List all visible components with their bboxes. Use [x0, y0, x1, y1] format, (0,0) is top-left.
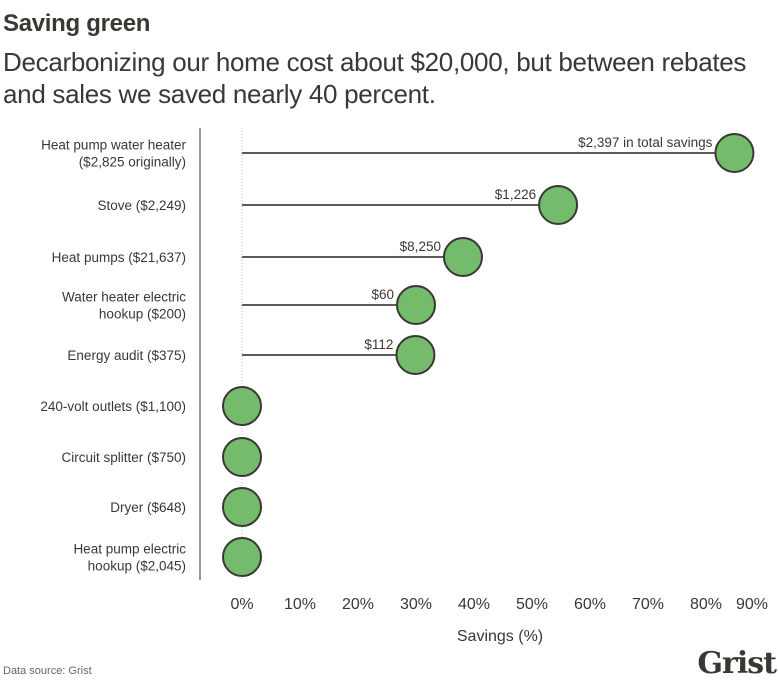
- chart-title: Saving green: [3, 10, 151, 37]
- x-tick-label: 90%: [736, 596, 768, 613]
- lollipop-dot: [395, 335, 436, 375]
- category-label-line: 240-volt outlets ($1,100): [40, 399, 186, 414]
- lollipop-dot: [222, 487, 262, 527]
- lollipop-dot: [714, 133, 755, 173]
- x-tick-label: 20%: [342, 596, 374, 613]
- x-tick-label: 80%: [690, 596, 722, 613]
- data-source: Data source: Grist: [3, 665, 92, 677]
- category-label: Water heater electric hookup ($200): [62, 290, 186, 322]
- x-axis-ticks: 0% 10% 20% 30% 40% 50% 60% 70% 80% 90%: [230, 596, 768, 613]
- grist-logo: Grist: [697, 646, 777, 681]
- category-label-line: Heat pump water heater: [41, 138, 186, 153]
- category-label-line: hookup ($2,045): [88, 559, 186, 574]
- data-label: $2,397 in total savings: [578, 135, 713, 150]
- category-label-line: Stove ($2,249): [97, 198, 186, 213]
- category-label-line: hookup ($200): [99, 307, 186, 322]
- x-tick-label: 50%: [516, 596, 548, 613]
- category-label-line: Heat pump electric: [73, 542, 186, 557]
- category-label-line: Water heater electric: [62, 290, 186, 305]
- category-label: Circuit splitter ($750): [61, 450, 186, 465]
- category-label: Heat pump water heater ($2,825 originally…: [41, 138, 186, 170]
- data-label: $112: [364, 337, 393, 352]
- category-label-line: Circuit splitter ($750): [61, 450, 186, 465]
- category-label-line: Heat pumps ($21,637): [52, 250, 186, 265]
- lollipop-dot: [538, 185, 579, 225]
- category-label-line: Energy audit ($375): [67, 348, 186, 363]
- data-label: $60: [371, 287, 394, 302]
- x-tick-label: 40%: [458, 596, 490, 613]
- x-tick-label: 70%: [632, 596, 664, 613]
- lollipop-dot: [222, 386, 262, 426]
- category-label-line: Dryer ($648): [110, 500, 186, 515]
- lollipop-dot: [442, 237, 483, 277]
- x-tick-label: 10%: [284, 596, 316, 613]
- category-label: Dryer ($648): [110, 500, 186, 515]
- category-label: 240-volt outlets ($1,100): [40, 399, 186, 414]
- x-tick-label: 60%: [574, 596, 606, 613]
- x-tick-label: 0%: [230, 596, 253, 613]
- category-label: Energy audit ($375): [67, 348, 186, 363]
- lollipop-dot: [396, 285, 436, 325]
- category-label: Stove ($2,249): [97, 198, 186, 213]
- x-tick-label: 30%: [400, 596, 432, 613]
- lollipop-dot: [222, 437, 262, 477]
- x-axis-label: Savings (%): [457, 628, 543, 645]
- category-label: Heat pumps ($21,637): [52, 250, 186, 265]
- data-label: $1,226: [495, 187, 536, 202]
- category-label: Heat pump electric hookup ($2,045): [73, 542, 186, 574]
- chart-subtitle: Decarbonizing our home cost about $20,00…: [3, 47, 747, 109]
- chart-rows: Heat pump water heater ($2,825 originally…: [40, 133, 755, 577]
- lollipop-dot: [222, 537, 262, 577]
- category-label-line: ($2,825 originally): [79, 155, 186, 170]
- data-label: $8,250: [400, 239, 441, 254]
